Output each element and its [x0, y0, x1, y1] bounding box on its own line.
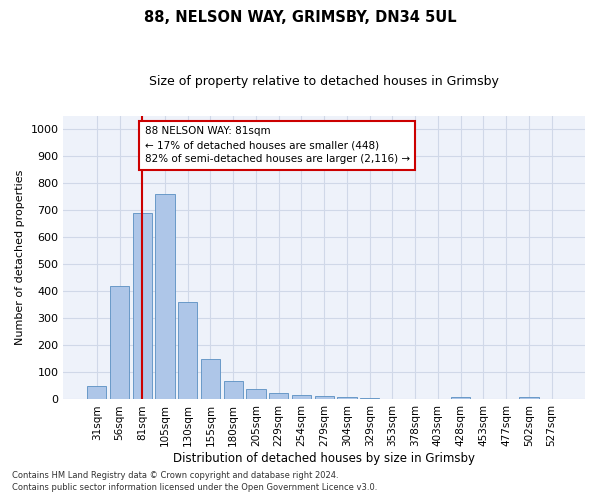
Bar: [292, 394, 311, 400]
Bar: [201, 359, 220, 400]
Title: Size of property relative to detached houses in Grimsby: Size of property relative to detached ho…: [149, 75, 499, 88]
Bar: [87, 386, 106, 400]
Bar: [360, 398, 379, 400]
Bar: [337, 397, 356, 400]
Bar: [224, 380, 243, 400]
Bar: [133, 213, 152, 400]
Y-axis label: Number of detached properties: Number of detached properties: [15, 170, 25, 345]
Text: 88 NELSON WAY: 81sqm
← 17% of detached houses are smaller (448)
82% of semi-deta: 88 NELSON WAY: 81sqm ← 17% of detached h…: [145, 126, 410, 164]
X-axis label: Distribution of detached houses by size in Grimsby: Distribution of detached houses by size …: [173, 452, 475, 465]
Bar: [247, 390, 266, 400]
Bar: [178, 302, 197, 400]
Bar: [451, 398, 470, 400]
Text: Contains HM Land Registry data © Crown copyright and database right 2024.
Contai: Contains HM Land Registry data © Crown c…: [12, 471, 377, 492]
Bar: [110, 286, 129, 400]
Bar: [519, 397, 539, 400]
Bar: [383, 399, 402, 400]
Text: 88, NELSON WAY, GRIMSBY, DN34 5UL: 88, NELSON WAY, GRIMSBY, DN34 5UL: [143, 10, 457, 25]
Bar: [155, 194, 175, 400]
Bar: [269, 392, 289, 400]
Bar: [314, 396, 334, 400]
